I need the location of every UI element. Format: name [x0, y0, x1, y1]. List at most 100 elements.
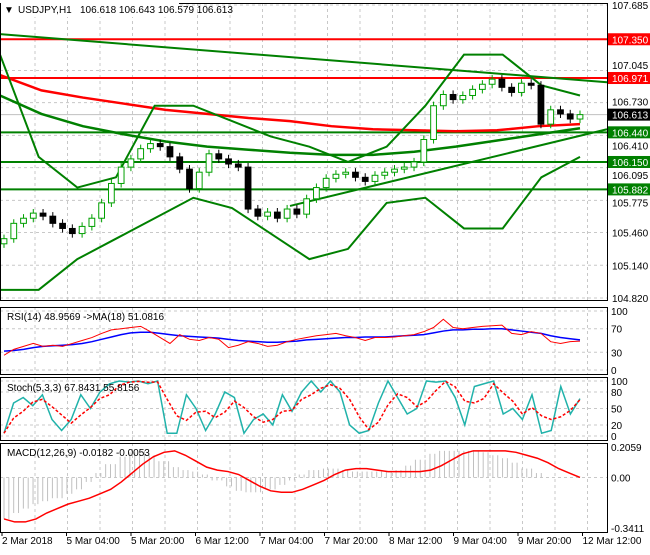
candle-body — [470, 89, 476, 95]
candle-body — [30, 213, 36, 218]
candle-body — [323, 178, 329, 187]
price-label-106.971: 106.971 — [612, 74, 649, 85]
price-tick-label: 105.775 — [612, 198, 649, 209]
candle-body — [206, 154, 212, 172]
candle-body — [509, 87, 515, 92]
macd-tick-label: 0.00 — [611, 473, 631, 484]
candle-body — [109, 183, 115, 202]
time-axis-label: 6 Mar 12:00 — [196, 536, 250, 547]
candle-body — [450, 94, 456, 99]
symbol-label: USDJPY,H1 — [18, 5, 72, 16]
candle-body — [284, 209, 290, 218]
price-label-106.150: 106.150 — [612, 158, 649, 169]
price-label-105.882: 105.882 — [612, 185, 649, 196]
rsi-tick-label: 70 — [611, 325, 623, 336]
candle-body — [440, 94, 446, 105]
trading-chart[interactable]: 107.685 107.045 106.730 106.410 106.095 105.7… — [0, 0, 650, 550]
rsi-tick-label: 100 — [611, 307, 628, 318]
candle-body — [499, 79, 505, 87]
candle-body — [567, 114, 573, 119]
time-axis-label: 8 Mar 12:00 — [389, 536, 443, 547]
candle-body — [148, 144, 154, 149]
candle-body — [69, 228, 75, 233]
rsi-tick-label: 30 — [611, 348, 623, 359]
candle-body — [343, 172, 349, 174]
candle-body — [265, 212, 271, 216]
candle-body — [40, 213, 46, 216]
candle-body — [382, 172, 388, 175]
time-axis-label: 9 Mar 04:00 — [454, 536, 508, 547]
dropdown-triangle-icon[interactable]: ▼ — [4, 5, 14, 16]
stoch-tick-label: 100 — [611, 377, 628, 388]
moving-average-green — [0, 96, 580, 155]
candle-body — [421, 139, 427, 161]
candle-body — [99, 203, 105, 218]
candle-body — [245, 167, 251, 209]
stoch-tick-label: 80 — [611, 388, 623, 399]
price-tick-label: 106.730 — [612, 98, 649, 109]
rsi-line — [4, 319, 580, 355]
candle-body — [372, 175, 378, 181]
candle-body — [196, 172, 202, 188]
candle-body — [577, 115, 583, 119]
rsi-title: RSI(14) 48.9569 ->MA(18) 51.0816 — [7, 312, 164, 323]
stoch-tick-label: 20 — [611, 421, 623, 432]
stoch-tick-label: 50 — [611, 405, 623, 416]
bollinger-lower — [0, 157, 580, 290]
trendline-down — [0, 34, 607, 82]
candle-body — [89, 218, 95, 226]
rsi-tick-label: 0 — [611, 366, 617, 377]
candle-body — [11, 223, 17, 238]
candle-body — [479, 84, 485, 89]
rsi-panel[interactable] — [4, 319, 580, 355]
candle-body — [187, 169, 193, 188]
candle-body — [519, 83, 525, 92]
candle-body — [460, 96, 466, 100]
price-tick-label: 106.410 — [612, 141, 649, 152]
candle-body — [128, 159, 134, 167]
candle-body — [60, 223, 66, 228]
time-axis-label: 9 Mar 20:00 — [518, 536, 572, 547]
price-tick-label: 107.045 — [612, 61, 649, 72]
macd-tick-label: 0.2059 — [611, 443, 642, 454]
candle-body — [489, 79, 495, 84]
stoch-tick-label: 0 — [611, 432, 617, 443]
price-tick-label: 104.820 — [612, 294, 649, 305]
candle-body — [548, 110, 554, 124]
candle-body — [362, 177, 368, 181]
candle-body — [401, 167, 407, 169]
candle-body — [21, 218, 27, 223]
candle-body — [274, 212, 280, 218]
ohlc-label: 106.618 106.643 106.579 106.613 — [80, 5, 233, 16]
time-axis-label: 5 Mar 20:00 — [131, 536, 185, 547]
price-panel[interactable] — [0, 34, 607, 290]
price-tick-label: 106.095 — [612, 171, 649, 182]
candle-body — [157, 144, 163, 147]
candle-body — [235, 164, 241, 167]
time-axis-label: 7 Mar 20:00 — [325, 536, 379, 547]
candle-body — [294, 209, 300, 214]
candle-body — [558, 110, 564, 114]
time-axis-label: 12 Mar 12:00 — [583, 536, 642, 547]
candle-body — [50, 216, 56, 223]
candle-body — [216, 154, 222, 159]
stoch-title: Stoch(5,3,3) 67.8431 55.8156 — [7, 383, 140, 394]
candle-body — [314, 188, 320, 199]
candle-body — [431, 106, 437, 140]
price-label-106.440: 106.440 — [612, 128, 649, 139]
candle-body — [333, 174, 339, 178]
price-tick-label: 105.140 — [612, 261, 649, 272]
candle-body — [255, 209, 261, 216]
time-axis-label: 7 Mar 04:00 — [260, 536, 314, 547]
candle-body — [138, 149, 144, 159]
price-label-107.350: 107.350 — [612, 35, 649, 46]
candle-body — [538, 85, 544, 124]
macd-title: MACD(12,26,9) -0.0182 -0.0053 — [7, 448, 150, 459]
macd-panel[interactable] — [4, 451, 580, 522]
candle-body — [353, 172, 359, 177]
candle-body — [177, 157, 183, 169]
macd-tick-label: -0.3411 — [611, 524, 645, 535]
candle-body — [1, 239, 7, 244]
candle-body — [411, 162, 417, 167]
price-tick-label: 107.685 — [612, 1, 649, 12]
